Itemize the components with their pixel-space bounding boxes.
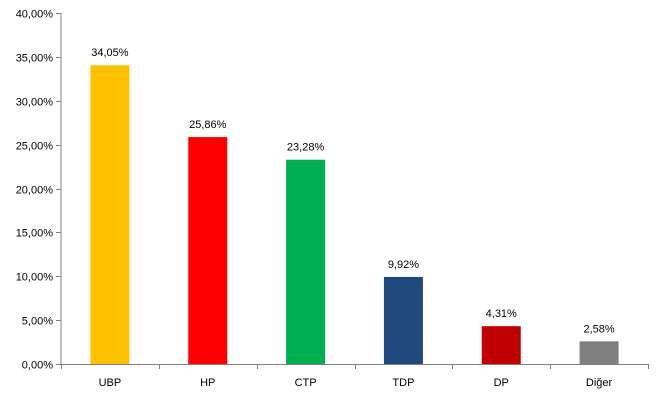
y-tick-label: 20,00%	[16, 185, 54, 197]
bar-tdp	[383, 276, 423, 364]
category-label: DP	[494, 377, 509, 389]
y-tick-label: 25,00%	[16, 141, 54, 153]
category-label: CTP	[295, 377, 317, 389]
data-label: 9,92%	[388, 259, 419, 271]
y-tick-label: 5,00%	[22, 316, 53, 328]
bar-hp	[188, 137, 228, 364]
data-label: 2,58%	[583, 323, 614, 335]
y-tick-label: 40,00%	[16, 9, 54, 21]
y-tick-label: 0,00%	[22, 360, 53, 372]
y-tick-label: 10,00%	[16, 272, 54, 284]
bar-di-er	[579, 341, 619, 364]
category-label: UBP	[99, 377, 122, 389]
category-label: Diğer	[586, 377, 613, 389]
bar-dp	[481, 326, 521, 364]
y-tick-label: 15,00%	[16, 228, 54, 240]
data-label: 34,05%	[91, 47, 129, 59]
data-labels: 34,05% 25,86% 23,28% 9,92% 4,31% 2,58%	[91, 47, 615, 335]
bar-ubp	[90, 65, 130, 365]
x-axis: UBP HP CTP TDP DP Diğer	[61, 364, 649, 389]
bar-ctp	[286, 159, 326, 364]
y-tick-label: 30,00%	[16, 97, 54, 109]
y-tick-label: 35,00%	[16, 53, 54, 65]
category-label: TDP	[392, 377, 414, 389]
data-label: 25,86%	[189, 119, 227, 131]
y-axis: 0,00% 5,00% 10,00% 15,00% 20,00% 25,00% 30,00%…	[16, 9, 62, 372]
data-label: 23,28%	[287, 142, 325, 154]
bars	[90, 65, 619, 365]
data-label: 4,31%	[486, 308, 517, 320]
category-label: HP	[200, 377, 215, 389]
